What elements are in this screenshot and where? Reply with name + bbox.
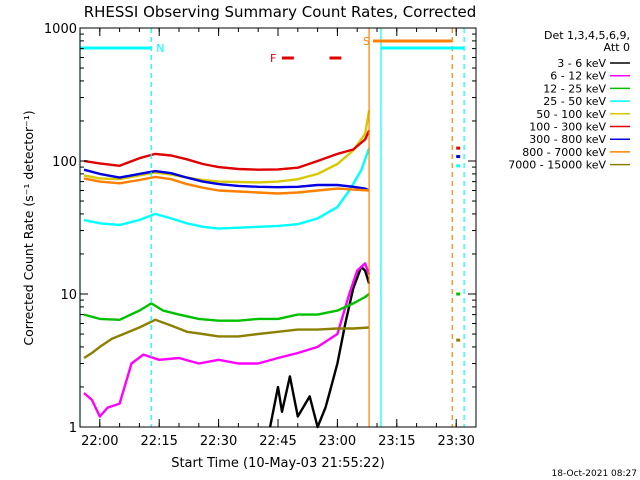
x-tick-label: 22:45 (259, 434, 296, 449)
series-line-25-50-kev (83, 147, 371, 230)
y-axis-label: Corrected Count Rate (s⁻¹ detector⁻¹) (21, 110, 36, 345)
legend-label-100-300-kev: 100 - 300 keV (529, 121, 606, 134)
plot-area (83, 110, 461, 429)
flare-label: F (270, 52, 276, 65)
series-line-12-25-kev (83, 293, 370, 322)
y-tick-label: 1000 (44, 22, 77, 37)
x-tick-label: 22:30 (200, 434, 237, 449)
legend-label-50-100-kev: 50 - 100 keV (536, 108, 606, 121)
x-axis-label: Start Time (10-May-03 21:55:22) (171, 456, 385, 471)
footer-date: 18-Oct-2021 08:27 (552, 469, 637, 479)
x-tick-label: 22:00 (81, 434, 118, 449)
night-label: N (156, 42, 164, 55)
y-tick-label: 100 (52, 155, 77, 170)
legend-header-line-2: Att 0 (604, 41, 630, 54)
series-line-100-300-kev (83, 129, 371, 171)
saa-label: S (363, 35, 370, 48)
x-tick-label: 23:30 (437, 434, 474, 449)
legend-label-800-7000-kev: 800 - 7000 keV (522, 146, 606, 159)
legend-label-25-50-kev: 25 - 50 keV (543, 95, 606, 108)
legend-label-12-25-kev: 12 - 25 keV (543, 82, 606, 95)
legend-label-6-12-kev: 6 - 12 keV (550, 70, 606, 83)
series-line-7000-15000-kev (83, 318, 370, 360)
legend-label-7000-15000-kev: 7000 - 15000 keV (508, 159, 606, 172)
x-tick-label: 23:00 (319, 434, 356, 449)
x-tick-label: 23:15 (378, 434, 415, 449)
chart-title: RHESSI Observing Summary Count Rates, Co… (84, 3, 477, 21)
legend-header-line-1: Det 1,3,4,5,6,9, (544, 29, 630, 42)
y-tick-label: 1 (69, 421, 77, 436)
legend-label-3-6-kev: 3 - 6 keV (557, 57, 606, 70)
series-line-50-100-kev (83, 110, 371, 184)
series-line-300-800-kev (83, 168, 370, 192)
series-line-3-6-kev (268, 265, 371, 429)
series-line-800-7000-kev (83, 175, 370, 195)
legend-label-300-800-kev: 300 - 800 keV (529, 133, 606, 146)
y-tick-label: 10 (60, 288, 77, 303)
x-tick-label: 22:15 (140, 434, 177, 449)
ticks: 1 10 100 1000 22:00 22:15 22:30 22:45 23:00 23:15… (44, 22, 477, 449)
